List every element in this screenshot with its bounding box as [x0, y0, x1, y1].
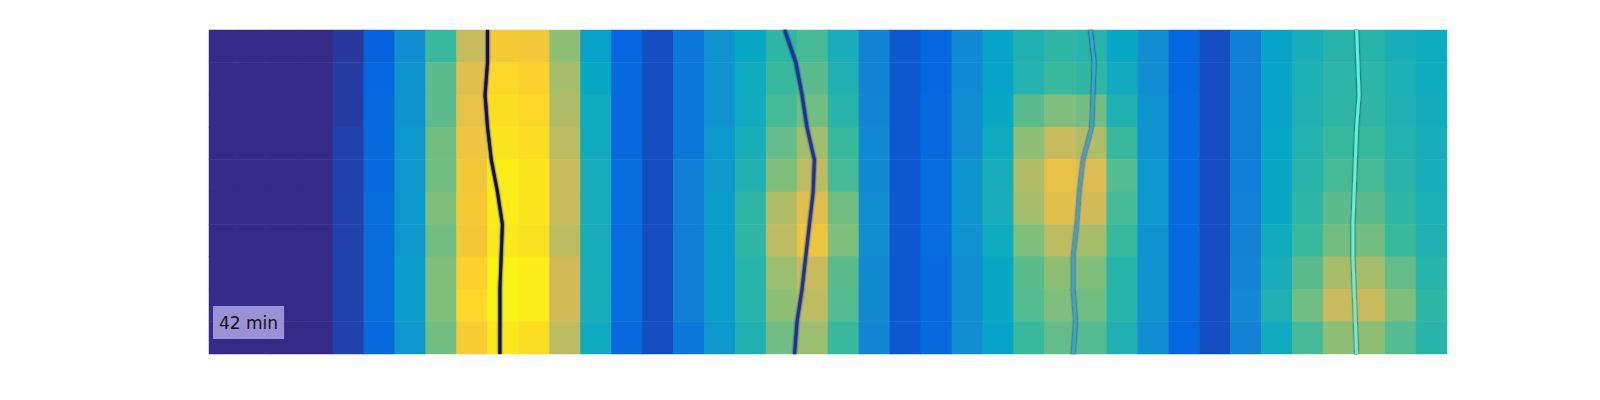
- svg-text:42 min: 42 min: [219, 313, 278, 333]
